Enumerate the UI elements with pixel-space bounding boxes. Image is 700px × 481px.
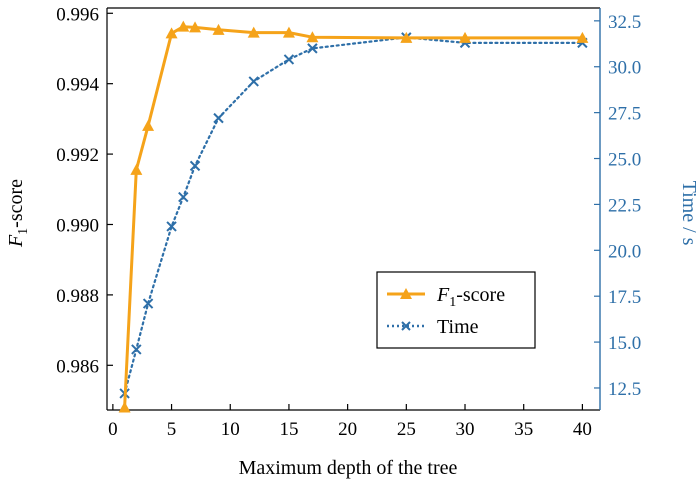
f1-point: [459, 31, 472, 43]
legend-f1-label-rest: -score: [456, 284, 505, 306]
time-point: [178, 191, 189, 203]
x-tick-label: 0: [108, 419, 118, 440]
time-point: [189, 160, 201, 172]
left-y-tick-label: 0.986: [56, 356, 99, 377]
right-y-tick-label: 12.5: [608, 379, 641, 400]
x-tick-label: 15: [279, 419, 298, 440]
right-y-tick-label: 17.5: [608, 287, 641, 308]
f1-point: [130, 163, 143, 175]
left-y-axis-title-sub: 1: [16, 228, 31, 235]
legend-f1-marker: [400, 288, 412, 299]
f1-point: [576, 31, 589, 43]
left-y-tick-label: 0.992: [56, 145, 99, 166]
f1-point: [189, 21, 202, 33]
f1-line: [123, 25, 583, 408]
x-tick-label: 5: [167, 419, 177, 440]
f1-point: [142, 119, 155, 131]
legend-box: [376, 271, 536, 349]
f1-point: [165, 27, 178, 39]
left-y-tick-label: 0.988: [56, 286, 99, 307]
right-y-tick-label: 15.0: [608, 333, 641, 354]
left-y-axis-title-rest: -score: [5, 179, 27, 228]
f1-point: [400, 31, 413, 43]
time-point: [248, 76, 259, 87]
legend-f1-label-italic: F: [436, 284, 450, 306]
f1-point: [212, 23, 225, 35]
f1-point: [282, 26, 295, 38]
legend-f1-label-sub: 1: [449, 295, 456, 310]
left-y-tick-label: 0.994: [56, 75, 99, 96]
time-point: [131, 344, 142, 355]
x-tick-label: 20: [338, 419, 357, 440]
series-f1-score: [118, 20, 589, 413]
x-axis-ticks: 0 5 10 15 20 25 30 35 40: [108, 404, 592, 440]
left-y-axis-title: F1-score: [5, 179, 31, 248]
right-y-axis-title: Time / s: [678, 181, 700, 246]
right-y-tick-label: 22.5: [608, 195, 641, 216]
right-y-tick-label: 27.5: [608, 104, 641, 125]
x-axis-title: Maximum depth of the tree: [239, 457, 458, 479]
f1-point: [118, 401, 131, 413]
left-y-tick-label: 0.996: [56, 4, 99, 25]
f1-point: [177, 20, 190, 32]
time-point: [142, 298, 154, 309]
time-point: [213, 112, 224, 124]
legend: F1-score Time: [376, 271, 536, 349]
plot-frame: [106, 7, 601, 411]
legend-time-marker: [401, 321, 411, 331]
right-y-tick-label: 32.5: [608, 12, 641, 33]
right-y-tick-label: 20.0: [608, 241, 641, 262]
time-point: [166, 221, 177, 232]
x-tick-label: 30: [456, 419, 475, 440]
f1-point: [247, 26, 260, 38]
legend-f1-label: F1-score: [436, 284, 505, 310]
right-y-tick-label: 30.0: [608, 58, 641, 79]
right-y-tick-label: 25.0: [608, 150, 641, 171]
left-y-tick-label: 0.990: [56, 215, 99, 236]
x-tick-label: 10: [221, 419, 240, 440]
time-point: [283, 54, 295, 65]
f1-point: [306, 31, 319, 43]
left-y-axis-title-italic: F: [5, 234, 27, 248]
time-point: [307, 43, 318, 54]
x-tick-label: 25: [397, 419, 416, 440]
right-y-axis-ticks: 12.5 15.0 17.5 20.0 22.5 25.0 27.5 30.0 32.5: [594, 12, 641, 400]
x-tick-label: 40: [573, 419, 592, 440]
x-tick-label: 35: [514, 419, 533, 440]
legend-time-label: Time: [437, 316, 479, 338]
left-y-axis-ticks: 0.986 0.988 0.990 0.992 0.994 0.996: [56, 4, 113, 377]
